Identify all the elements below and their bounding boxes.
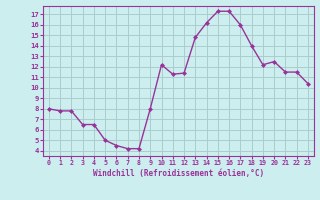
X-axis label: Windchill (Refroidissement éolien,°C): Windchill (Refroidissement éolien,°C) xyxy=(93,169,264,178)
